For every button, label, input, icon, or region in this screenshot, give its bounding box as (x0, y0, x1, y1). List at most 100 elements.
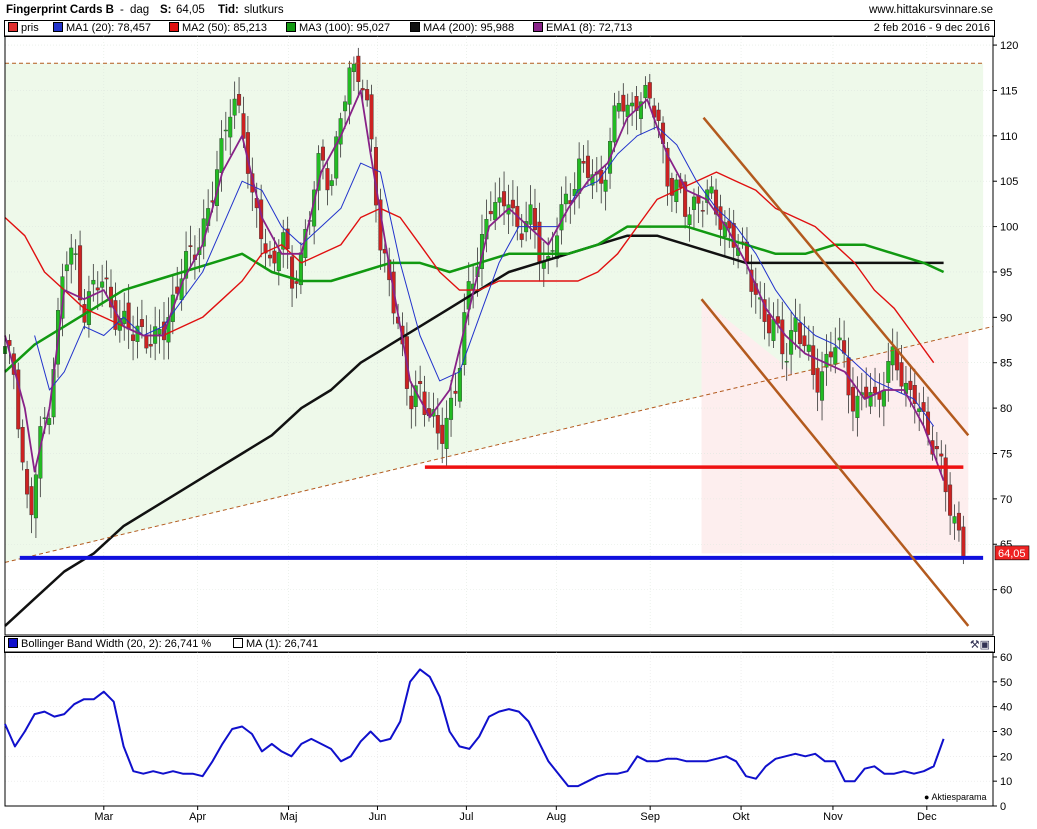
candle-up (497, 197, 502, 203)
legend-swatch-ma3 (286, 22, 296, 32)
interval-dash: - (120, 4, 124, 16)
candle-up (351, 63, 356, 73)
candle-down (873, 386, 878, 394)
price-tick-label: 120 (1000, 40, 1018, 52)
candle-down (956, 512, 961, 531)
indicator-plot-frame (4, 651, 994, 807)
candle-up (784, 361, 789, 363)
legend-swatch-pris (8, 22, 18, 32)
candle-up (47, 418, 52, 425)
indicator-tick-label: 60 (1000, 652, 1012, 664)
candle-up (276, 252, 281, 272)
candle-down (360, 88, 365, 91)
candle-up (952, 516, 957, 524)
candle-up (228, 116, 233, 138)
price-badge-label: 64,05 (998, 548, 1026, 560)
price-tick-label: 90 (1000, 312, 1012, 324)
candle-up (881, 390, 886, 407)
price-tick-label: 100 (1000, 222, 1018, 234)
candle-down (320, 146, 325, 161)
moving-average-lines (4, 89, 945, 627)
legend-swatch-ma1 (53, 22, 63, 32)
candle-up (329, 180, 334, 186)
candle-down (864, 386, 869, 399)
price-badge (994, 545, 1030, 561)
time-value: slutkurs (244, 4, 284, 16)
candle-up (577, 158, 582, 194)
candle-down (148, 343, 153, 347)
indicator-tick-label: 0 (1000, 801, 1006, 813)
candle-down (290, 256, 295, 289)
dashed-trend-line (4, 325, 994, 563)
shaded-zones (5, 63, 984, 563)
candle-down (488, 210, 493, 215)
bbw-line (4, 668, 945, 788)
interval-label: dag (130, 4, 150, 16)
legend-item-ma1: MA1 (20): 78,457 (53, 22, 151, 34)
legend-swatch-ma2 (169, 22, 179, 32)
candle-up (343, 101, 348, 112)
candle-up (184, 251, 189, 279)
price-tick-label: 80 (1000, 403, 1012, 415)
candle-down (908, 380, 913, 390)
candle-up (625, 104, 630, 117)
legend-label-ma1: MA1 (20): 78,457 (66, 22, 151, 34)
price-tick-label: 85 (1000, 358, 1012, 370)
candle-up (630, 102, 635, 107)
candle-up (528, 204, 533, 225)
candle-up (793, 317, 798, 332)
candle-down (714, 189, 719, 215)
legend-label-bbw: Bollinger Band Width (20, 2): 26,741 % (21, 638, 212, 650)
candle-down (440, 424, 445, 444)
indicator-tick-label: 20 (1000, 751, 1012, 763)
legend-item-ma1-bbw: MA (1): 26,741 (233, 638, 318, 650)
candle-up (638, 101, 643, 119)
legend-item-ma3: MA3 (100): 95,027 (286, 22, 390, 34)
candle-down (537, 221, 542, 262)
legend-label-pris: pris (21, 22, 39, 34)
candle-up (687, 214, 692, 225)
price-badge-group: 64,05 (994, 545, 1030, 561)
indicator-tick-label: 10 (1000, 776, 1012, 788)
legend-label-ma1-bbw: MA (1): 26,741 (246, 638, 319, 650)
candle-down (828, 351, 833, 358)
date-range: 2 feb 2016 - 9 dec 2016 (873, 22, 990, 34)
candle-up (868, 392, 873, 407)
candle-down (365, 89, 370, 101)
candle-up (157, 329, 162, 335)
stock-title: Fingerprint Cards B (6, 4, 114, 16)
candle-up (444, 417, 449, 449)
settings-icon[interactable]: ⚒▣ (969, 639, 990, 651)
candle-up (33, 474, 38, 519)
price-tick-label: 110 (1000, 131, 1018, 143)
month-tick-label: Maj (280, 811, 298, 823)
candle-up (917, 408, 922, 412)
chart-header: Fingerprint Cards B - dag S: 64,05 Tid: … (0, 0, 1037, 20)
candle-up (691, 196, 696, 210)
candle-down (325, 168, 330, 191)
indicator-tick-label: 50 (1000, 677, 1012, 689)
candle-down (669, 177, 674, 196)
candle-down (267, 254, 272, 259)
candle-down (285, 228, 290, 250)
candle-down (519, 233, 524, 240)
candle-down (263, 243, 268, 254)
green-zone (5, 63, 984, 563)
candle-down (241, 113, 246, 139)
candle-up (806, 344, 811, 352)
candle-down (647, 82, 652, 99)
candle-up (855, 395, 860, 418)
candle-up (837, 337, 842, 341)
legend-item-ma2: MA2 (50): 85,213 (169, 22, 267, 34)
website-link[interactable]: www.hittakursvinnare.se (869, 4, 993, 16)
legend-item-pris: pris (8, 22, 39, 34)
candle-up (42, 417, 47, 419)
candle-down (237, 94, 242, 106)
candle-down (700, 210, 705, 212)
candle-down (767, 314, 772, 334)
candle-down (78, 245, 83, 301)
candle-up (643, 85, 648, 99)
axes: 6065707580859095100105110115120010203040… (4, 35, 1018, 823)
indicator-tick-label: 40 (1000, 702, 1012, 714)
candle-up (616, 103, 621, 112)
